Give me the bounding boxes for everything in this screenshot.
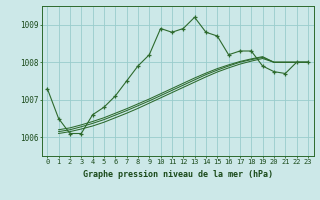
- X-axis label: Graphe pression niveau de la mer (hPa): Graphe pression niveau de la mer (hPa): [83, 170, 273, 179]
